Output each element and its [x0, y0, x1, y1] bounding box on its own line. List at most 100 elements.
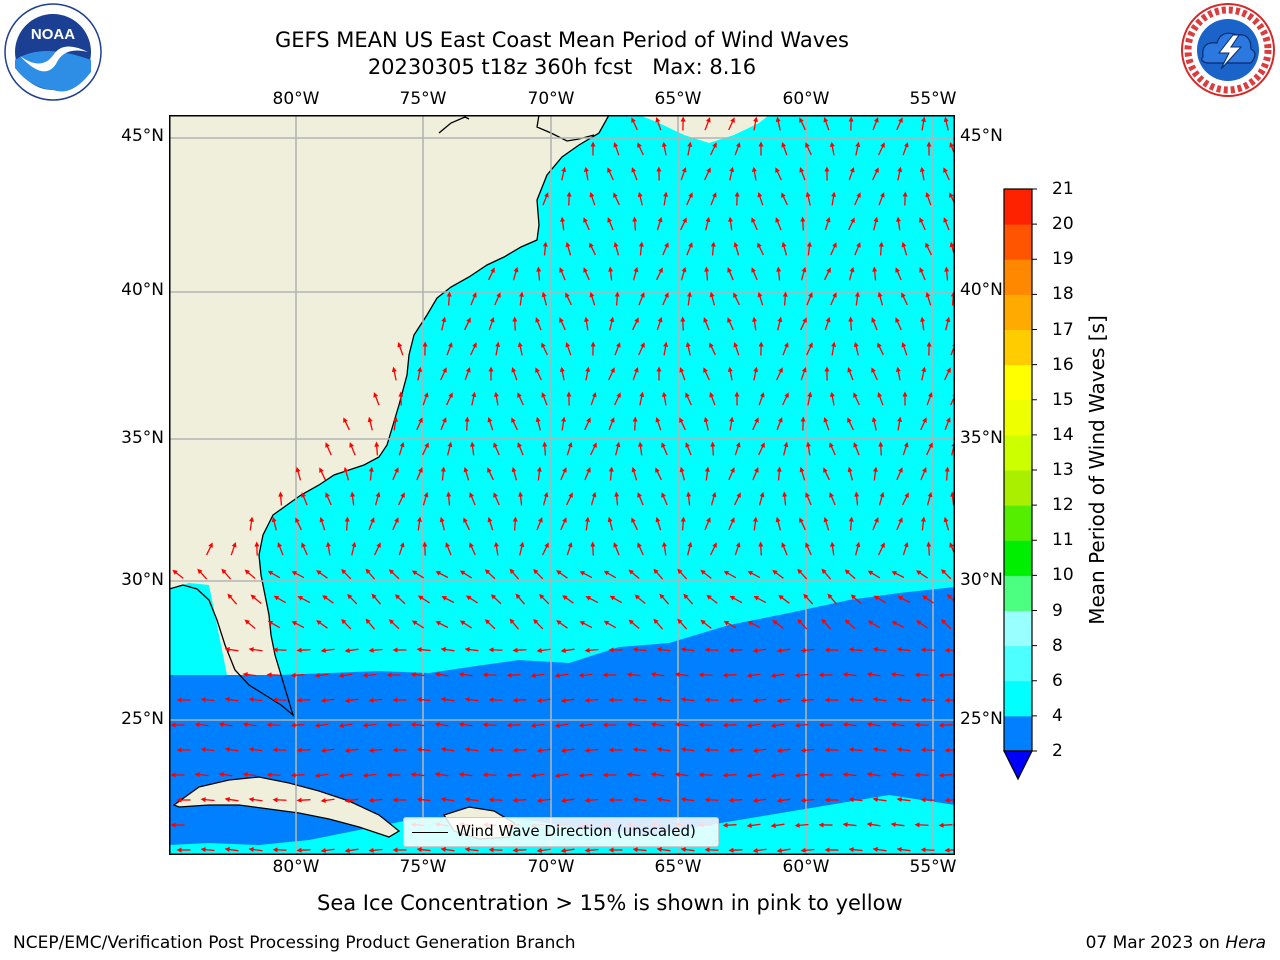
wave-direction-arrowhead — [706, 517, 711, 523]
wave-direction-arrowhead — [943, 116, 949, 123]
wave-direction-arrowhead — [661, 492, 666, 498]
wave-direction-arrowhead — [866, 672, 872, 677]
wave-direction-arrowhead — [469, 542, 474, 548]
wave-direction-arrowhead — [314, 772, 320, 778]
wave-direction-arrowhead — [626, 722, 632, 728]
wave-direction-arrowhead — [823, 516, 829, 523]
wave-direction-arrowhead — [533, 568, 539, 575]
wave-direction-arrowhead — [295, 466, 301, 473]
wave-direction-arrowhead — [827, 593, 833, 599]
wave-direction-arrowhead — [344, 848, 350, 853]
wave-direction-arrowhead — [823, 116, 829, 123]
wave-direction-arrowhead — [394, 517, 399, 523]
wave-direction-arrowhead — [351, 541, 357, 548]
wave-direction-arrowhead — [487, 416, 493, 423]
lat-label-left: 40°N — [121, 280, 164, 300]
wave-direction-arrowhead — [853, 442, 859, 448]
wave-direction-arrowhead — [856, 242, 861, 248]
wave-direction-arrowhead — [705, 117, 711, 123]
wave-direction-arrowhead — [794, 822, 800, 828]
wave-direction-arrowhead — [399, 541, 405, 548]
wave-direction-arrowhead — [801, 367, 807, 373]
wave-direction-arrowhead — [365, 618, 371, 624]
wave-direction-arrowhead — [375, 491, 381, 498]
colorbar-tick-label: 16 — [1052, 354, 1074, 375]
wave-direction-arrowhead — [806, 441, 811, 447]
wave-direction-arrowhead — [752, 697, 758, 703]
wave-direction-arrowhead — [847, 466, 853, 473]
wave-direction-arrowhead — [728, 797, 734, 803]
wave-direction-arrowhead — [807, 391, 813, 398]
wave-direction-arrowhead — [585, 596, 592, 601]
wave-direction-arrowhead — [898, 467, 903, 473]
wave-direction-arrowhead — [943, 516, 949, 523]
wave-direction-arrowhead — [296, 847, 302, 853]
wave-direction-arrowhead — [640, 292, 645, 298]
lat-label-left: 25°N — [121, 709, 164, 729]
wave-direction-arrowhead — [464, 647, 470, 653]
wave-direction-arrowhead — [848, 797, 854, 803]
wave-direction-arrowhead — [723, 570, 730, 576]
wave-direction-arrowhead — [759, 491, 765, 498]
wave-direction-arrowhead — [890, 722, 896, 728]
wave-direction-arrowhead — [607, 217, 612, 223]
wave-direction-arrowhead — [896, 647, 902, 653]
colorbar-tick-label: 12 — [1052, 495, 1074, 516]
wave-direction-arrowhead — [458, 772, 464, 778]
wave-direction-arrowhead — [679, 417, 684, 423]
wave-direction-arrowhead — [747, 621, 754, 626]
wave-direction-arrowhead — [616, 392, 621, 398]
wave-direction-arrowhead — [703, 416, 709, 423]
wave-direction-arrowhead — [484, 569, 491, 575]
colorbar-tick-label: 15 — [1052, 389, 1074, 410]
wave-direction-arrowhead — [914, 822, 920, 828]
wave-direction-arrowhead — [821, 618, 827, 624]
wave-direction-arrowhead — [944, 466, 950, 472]
wave-direction-arrowhead — [706, 167, 711, 173]
chart-subtitle: 20230305 t18z 360h fcst Max: 8.16 — [162, 54, 962, 80]
wave-direction-arrowhead — [464, 697, 470, 703]
wave-direction-arrowhead — [729, 595, 736, 601]
wave-direction-arrowhead — [562, 467, 567, 473]
wave-direction-arrowhead — [244, 569, 250, 575]
wave-direction-arrowhead — [829, 141, 835, 148]
wave-direction-arrowhead — [657, 316, 663, 323]
wave-direction-arrowhead — [290, 722, 296, 728]
wave-direction-arrowhead — [711, 192, 717, 198]
wave-direction-arrowhead — [803, 593, 809, 600]
wave-direction-arrowhead — [392, 647, 398, 653]
wave-direction-arrowhead — [517, 341, 523, 348]
colorbar-tick-label: 13 — [1052, 460, 1074, 480]
wave-direction-arrowhead — [848, 316, 854, 322]
wave-direction-arrowhead — [536, 466, 542, 472]
wave-direction-arrowhead — [602, 772, 608, 778]
wave-direction-arrowhead — [579, 621, 586, 626]
wave-direction-arrowhead — [919, 217, 924, 223]
wave-direction-arrowhead — [439, 516, 445, 523]
wave-direction-arrowhead — [801, 266, 807, 273]
wave-direction-arrowhead — [880, 142, 885, 148]
wave-direction-arrowhead — [922, 417, 927, 423]
wave-direction-arrowhead — [440, 466, 446, 472]
wave-direction-arrowhead — [296, 697, 302, 703]
wave-direction-arrowhead — [873, 117, 879, 123]
wave-direction-arrowhead — [566, 391, 572, 397]
wave-direction-arrowhead — [808, 292, 813, 298]
wave-direction-arrowhead — [291, 571, 298, 576]
wave-direction-arrowhead — [338, 723, 344, 728]
wave-direction-arrowhead — [944, 847, 950, 853]
wave-direction-arrowhead — [266, 772, 272, 778]
wave-direction-arrowhead — [511, 466, 517, 473]
wave-direction-arrowhead — [338, 673, 344, 678]
wave-direction-arrowhead — [488, 697, 494, 703]
wave-direction-arrowhead — [490, 267, 495, 273]
wave-direction-arrowhead — [949, 142, 955, 148]
wave-direction-arrowhead — [542, 441, 548, 447]
wave-direction-arrowhead — [938, 772, 944, 778]
wave-direction-arrowhead — [634, 594, 640, 600]
wave-direction-arrowhead — [824, 366, 830, 372]
wave-direction-arrowhead — [920, 516, 926, 522]
wave-direction-arrowhead — [920, 647, 926, 653]
wave-direction-arrowhead — [272, 697, 278, 703]
wave-direction-arrowhead — [825, 216, 831, 223]
